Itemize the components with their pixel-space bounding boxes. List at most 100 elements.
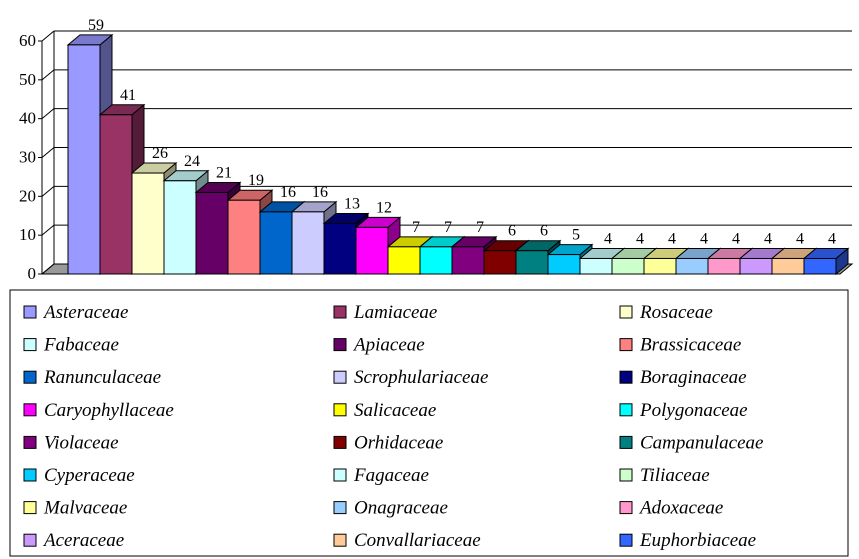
- value-label: 12: [376, 199, 392, 216]
- value-label: 4: [764, 230, 772, 247]
- bar: [355, 226, 389, 275]
- legend-swatch: [333, 468, 347, 482]
- bar: [739, 257, 773, 275]
- bar: [291, 211, 325, 275]
- grid-line: [41, 147, 55, 158]
- y-tick-label: 0: [28, 264, 37, 283]
- legend-swatch: [333, 338, 347, 352]
- legend-label: Ranunculaceae: [43, 367, 161, 388]
- legend-swatch: [333, 403, 347, 417]
- value-label: 4: [604, 230, 612, 247]
- grid-line: [41, 69, 55, 81]
- value-label: 24: [184, 153, 200, 170]
- legend-label: Salicaceae: [354, 400, 436, 421]
- bar: [67, 44, 101, 275]
- legend-swatch: [619, 501, 633, 515]
- bar: [99, 114, 133, 275]
- value-label: 16: [280, 184, 296, 201]
- legend-label: Polygonaceae: [639, 400, 748, 421]
- grid-line: [41, 224, 55, 236]
- bar: [707, 257, 741, 275]
- bar: [579, 257, 613, 275]
- legend-swatch: [619, 403, 633, 417]
- legend-label: Boraginaceae: [640, 367, 747, 388]
- grid-line: [41, 263, 55, 275]
- legend-swatch: [23, 403, 37, 417]
- legend-label: Cyperaceae: [44, 465, 135, 486]
- legend-label: Fabaceae: [43, 335, 119, 356]
- value-label: 6: [540, 223, 548, 240]
- bar: [451, 246, 485, 275]
- legend-label: Campanulaceae: [640, 432, 763, 453]
- bar: [259, 211, 293, 275]
- legend-swatch: [23, 533, 37, 547]
- bar: [323, 223, 357, 275]
- y-tick-label: 20: [19, 186, 36, 205]
- value-label: 4: [668, 230, 676, 247]
- value-label: 4: [636, 230, 644, 247]
- legend-swatch: [619, 338, 633, 352]
- value-label: 6: [508, 223, 516, 240]
- legend-label: Convallariaceae: [354, 530, 481, 551]
- value-label: 7: [412, 219, 420, 236]
- grid-line: [41, 185, 55, 197]
- value-label: 4: [732, 230, 740, 247]
- value-label: 5: [572, 227, 580, 244]
- y-tick-label: 50: [19, 70, 36, 89]
- value-label: 7: [444, 219, 452, 236]
- value-label: 26: [152, 145, 168, 162]
- legend-swatch: [619, 435, 633, 449]
- legend-swatch: [619, 305, 633, 319]
- bar: [163, 180, 197, 275]
- legend-label: Orhidaceae: [354, 432, 443, 453]
- legend-label: Violaceae: [44, 432, 119, 453]
- bar: [419, 246, 453, 275]
- bar: [771, 257, 805, 275]
- legend-swatch: [23, 501, 37, 515]
- legend-swatch: [333, 533, 347, 547]
- bar: [515, 250, 549, 275]
- bar: [195, 191, 229, 275]
- value-label: 4: [700, 230, 708, 247]
- legend-label: Tiliaceae: [640, 465, 710, 486]
- legend-label: Euphorbiaceae: [639, 530, 756, 551]
- y-tick-label: 60: [19, 31, 36, 50]
- legend-swatch: [333, 305, 347, 319]
- value-label: 4: [796, 230, 804, 247]
- grid-line: [41, 30, 55, 42]
- bar: [803, 257, 837, 275]
- bar: [227, 199, 261, 275]
- legend-swatch: [23, 370, 37, 384]
- legend-label: Lamiaceae: [353, 302, 437, 323]
- legend-swatch: [333, 435, 347, 449]
- bar: [643, 257, 677, 275]
- legend-box: [9, 289, 849, 557]
- y-tick-label: 40: [19, 109, 36, 128]
- bar: [483, 250, 517, 275]
- legend-label: Scrophulariaceae: [354, 367, 488, 388]
- y-tick-label: 10: [19, 225, 36, 244]
- grid-line: [41, 108, 55, 120]
- value-label: 59: [88, 17, 104, 34]
- legend-label: Adoxaceae: [638, 498, 723, 519]
- bar: [131, 172, 165, 275]
- value-label: 16: [312, 184, 328, 201]
- legend-label: Aceraceae: [42, 530, 124, 551]
- legend-swatch: [619, 370, 633, 384]
- legend-swatch: [333, 501, 347, 515]
- legend-label: Asteraceae: [42, 302, 128, 323]
- legend-label: Caryophyllaceae: [44, 400, 174, 421]
- bar: [547, 254, 581, 275]
- bar: [675, 257, 709, 275]
- bar: [611, 257, 645, 275]
- legend-label: Malvaceae: [43, 498, 127, 519]
- bar: [387, 246, 421, 275]
- legend-label: Fagaceae: [353, 465, 429, 486]
- value-label: 19: [248, 172, 264, 189]
- legend-swatch: [333, 370, 347, 384]
- legend-swatch: [23, 435, 37, 449]
- legend-swatch: [23, 305, 37, 319]
- value-label: 4: [828, 230, 836, 247]
- value-label: 7: [476, 219, 484, 236]
